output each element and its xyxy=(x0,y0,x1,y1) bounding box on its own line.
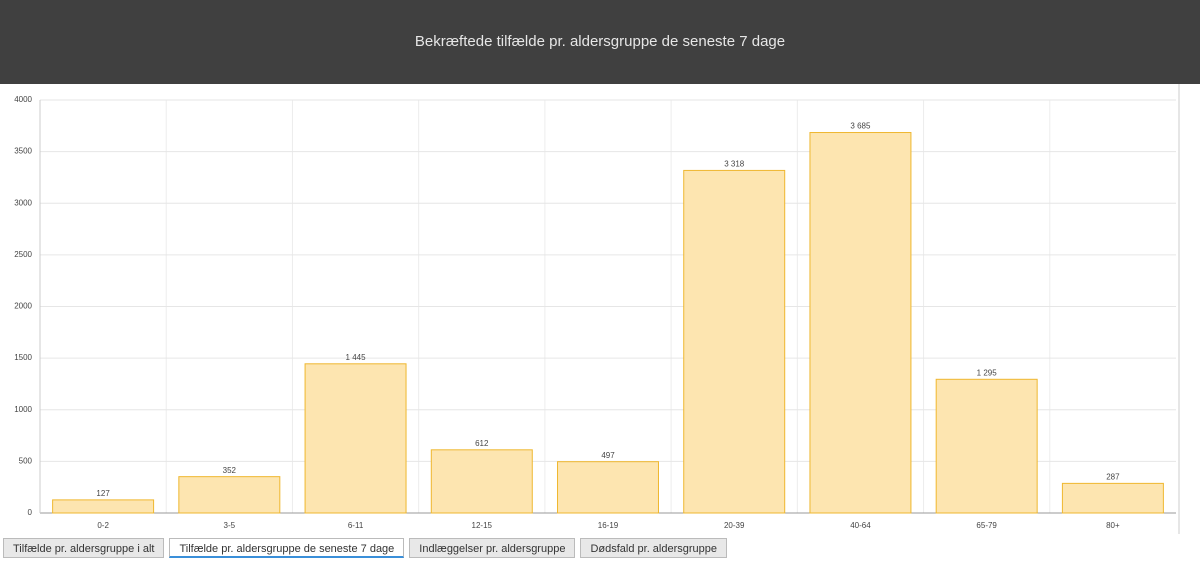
chart-title: Bekræftede tilfælde pr. aldersgruppe de … xyxy=(414,33,786,50)
bar xyxy=(52,499,155,514)
x-tick-label: 12-15 xyxy=(472,521,493,530)
tab-bar: Tilfælde pr. aldersgruppe i alt Tilfælde … xyxy=(3,538,728,558)
y-tick-label: 1000 xyxy=(14,405,32,414)
value-label: 612 xyxy=(475,439,489,448)
bar xyxy=(1061,482,1164,514)
x-tick-label: 20-39 xyxy=(724,521,745,530)
x-tick-label: 40-64 xyxy=(850,521,871,530)
bar xyxy=(304,363,407,514)
tab[interactable]: Dødsfald pr. aldersgruppe xyxy=(580,538,728,558)
tab[interactable]: Indlæggelser pr. aldersgruppe xyxy=(409,538,576,558)
x-tick-label: 6-11 xyxy=(348,521,364,530)
bar xyxy=(430,449,533,514)
y-tick-label: 500 xyxy=(19,456,33,465)
y-tick-label: 3000 xyxy=(14,198,32,207)
bar xyxy=(557,461,659,514)
value-label: 1 295 xyxy=(977,368,998,377)
x-tick-label: 3-5 xyxy=(224,521,236,530)
chart: 0 500 1000 1500 2000 2500 3000 3500 4000 0-2 127 3-… xyxy=(14,84,1180,534)
x-tick-label: 16-19 xyxy=(598,521,619,530)
tab[interactable]: Tilfælde pr. aldersgruppe de seneste 7 d… xyxy=(169,538,405,558)
x-tick-label: 0-2 xyxy=(97,521,109,530)
value-label: 287 xyxy=(1106,472,1120,481)
bar xyxy=(935,378,1038,514)
bar xyxy=(809,132,912,514)
y-tick-label: 3500 xyxy=(14,147,32,156)
value-label: 497 xyxy=(601,451,615,460)
x-tick-label: 65-79 xyxy=(976,521,997,530)
y-tick-label: 4000 xyxy=(14,95,32,104)
value-label: 3 685 xyxy=(850,122,871,131)
tab[interactable]: Tilfælde pr. aldersgruppe i alt xyxy=(3,538,165,558)
value-label: 352 xyxy=(223,466,237,475)
y-tick-label: 2500 xyxy=(14,250,32,259)
value-label: 3 318 xyxy=(724,160,745,169)
y-tick-label: 2000 xyxy=(14,302,32,311)
y-tick-label: 1500 xyxy=(14,353,32,362)
bar xyxy=(683,169,786,514)
value-label: 127 xyxy=(96,489,110,498)
header: Bekræftede tilfælde pr. aldersgruppe de … xyxy=(0,0,1200,84)
x-tick-label: 80+ xyxy=(1106,521,1120,530)
bar xyxy=(178,476,281,514)
value-label: 1 445 xyxy=(346,353,367,362)
y-tick-label: 0 xyxy=(28,508,33,517)
